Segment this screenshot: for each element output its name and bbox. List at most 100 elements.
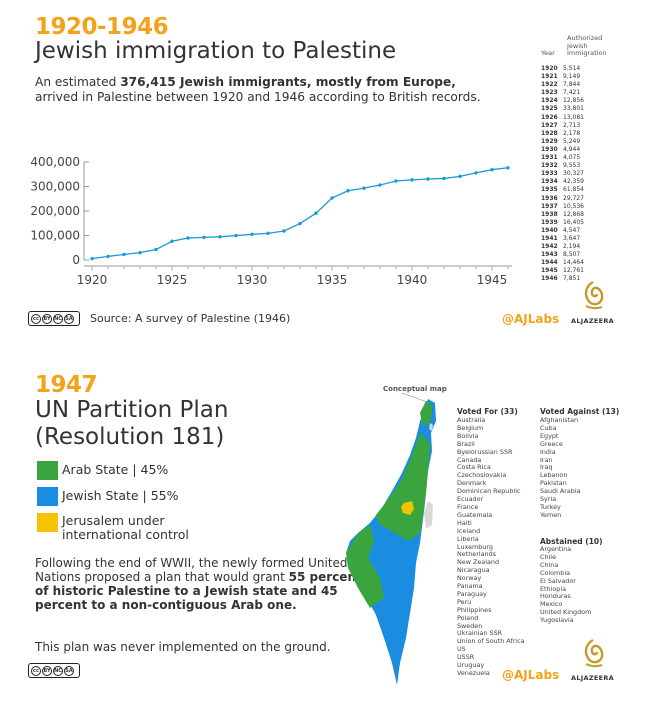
list-item: Peru (457, 597, 472, 606)
partition-map (346, 393, 436, 685)
list-item: Costa Rica (457, 463, 491, 472)
data-point (426, 177, 430, 181)
partition-desc-bold: 55 percent of historic Palestine to a Je… (35, 570, 362, 612)
table-row: 1929 5,249 (541, 138, 603, 146)
legend-swatch-jewish (37, 487, 58, 506)
table-year-cell: 1934 (541, 178, 558, 186)
data-point (378, 183, 382, 187)
data-point (106, 254, 110, 259)
table-year-cell: 1921 (541, 73, 558, 81)
table-value-cell: 12,761 (563, 267, 584, 275)
aljazeera-wordmark-2: ALJAZEERA (571, 674, 614, 682)
x-tick-label: 1940 (397, 273, 428, 287)
list-item: Ukrainian SSR (457, 629, 503, 638)
list-item: Dominican Republic (457, 487, 521, 496)
table-row: 1935 61,854 (541, 186, 603, 194)
list-item: El Salvador (540, 576, 576, 585)
table-year-cell: 1944 (541, 259, 558, 267)
data-point (410, 178, 414, 182)
table-value-cell: 42,359 (563, 178, 584, 186)
data-point (314, 211, 318, 215)
table-year-cell: 1929 (541, 137, 558, 145)
table-year-cell: 1946 (541, 275, 558, 283)
source-text: Source: A survey of Palestine (1946) (90, 312, 291, 325)
table-year-cell: 1931 (541, 154, 558, 162)
list-item: Venezuela (457, 669, 490, 677)
data-point (282, 229, 286, 233)
table-value-cell: 2,194 (563, 243, 581, 251)
x-tick-label: 1920 (77, 273, 108, 287)
table-row: 1943 8,507 (541, 251, 603, 259)
data-point (298, 221, 302, 226)
series-line (91, 167, 509, 260)
list-item: Cuba (540, 423, 557, 432)
table-year-cell: 1927 (541, 121, 558, 129)
table-value-cell: 7,844 (563, 81, 581, 89)
list-item: Haiti (457, 518, 472, 527)
map-arab-state-central (376, 433, 430, 541)
section1-intro: An estimated 376,415 Jewish immigrants, … (35, 75, 495, 104)
table-value-cell: 5,249 (563, 137, 581, 145)
data-point (170, 239, 174, 243)
sa-icon: SA (64, 665, 74, 676)
table-value-cell: 16,405 (563, 218, 584, 226)
voted-against-title: Voted Against (13) (540, 407, 620, 416)
list-item: Uruguay (457, 661, 485, 670)
section2-year: 1947 (35, 372, 98, 398)
table-row: 1931 4,075 (541, 154, 603, 162)
cc-license-badge: cc BY NC SA (28, 311, 80, 326)
partition-desc-pre: Following the end of WWII, the newly for… (35, 556, 348, 584)
by-icon: BY (42, 665, 52, 676)
list-item: US (457, 645, 466, 654)
table-year-cell: 1922 (541, 81, 558, 89)
table-value-cell: 4,944 (563, 145, 581, 153)
list-item: Syria (540, 495, 557, 504)
table-row: 1936 29,727 (541, 195, 603, 203)
data-point (506, 166, 510, 170)
table-year-cell: 1945 (541, 267, 558, 275)
list-item: Luxemburg (457, 542, 493, 551)
table-row: 1940 4,547 (541, 227, 603, 235)
nc-icon: NC (53, 665, 63, 676)
table-year-cell: 1923 (541, 89, 558, 97)
aljazeera-logo-icon (584, 280, 604, 310)
table-row: 1934 42,359 (541, 178, 603, 186)
list-item: Norway (457, 574, 482, 583)
table-value-cell: 5,514 (563, 65, 581, 72)
sa-icon: SA (64, 313, 74, 324)
table-row: 1924 12,856 (541, 97, 603, 105)
map-sea-galilee (429, 423, 433, 431)
table-value-cell: 9,553 (563, 162, 581, 170)
table-year-cell: 1933 (541, 170, 558, 178)
aljazeera-wordmark: ALJAZEERA (571, 317, 614, 325)
table-year-cell: 1941 (541, 234, 558, 242)
list-item: Poland (457, 613, 479, 622)
y-tick-label: 300,000 (30, 180, 80, 194)
list-item: Sweden (457, 621, 483, 630)
table-row: 1925 33,801 (541, 105, 603, 113)
table-value-cell: 29,727 (563, 194, 584, 202)
list-item: Saudi Arabia (540, 487, 581, 496)
list-item: Ethiopia (540, 584, 567, 593)
table-value-cell: 14,464 (563, 259, 584, 267)
map-dead-sea (424, 501, 433, 529)
list-item: Iran (540, 455, 553, 464)
table-value-cell: 8,507 (563, 251, 581, 259)
y-tick-label: 400,000 (30, 155, 80, 169)
abstained-title: Abstained (10) (540, 537, 603, 546)
table-year-cell: 1940 (541, 226, 558, 234)
section1-year: 1920-1946 (35, 14, 169, 40)
table-row: 1945 12,761 (541, 267, 603, 275)
intro-post: arrived in Palestine between 1920 and 19… (35, 89, 481, 104)
table-row: 1941 3,647 (541, 235, 603, 243)
data-point (90, 256, 94, 261)
table-year-cell: 1930 (541, 145, 558, 153)
intro-pre: An estimated (35, 75, 121, 89)
table-row: 1932 9,553 (541, 162, 603, 170)
data-point (362, 186, 366, 190)
data-point (458, 174, 462, 179)
list-item: China (540, 560, 559, 569)
data-point (346, 189, 350, 193)
table-year-cell: 1936 (541, 194, 558, 202)
ajlabs-handle: @AJLabs (502, 312, 560, 326)
